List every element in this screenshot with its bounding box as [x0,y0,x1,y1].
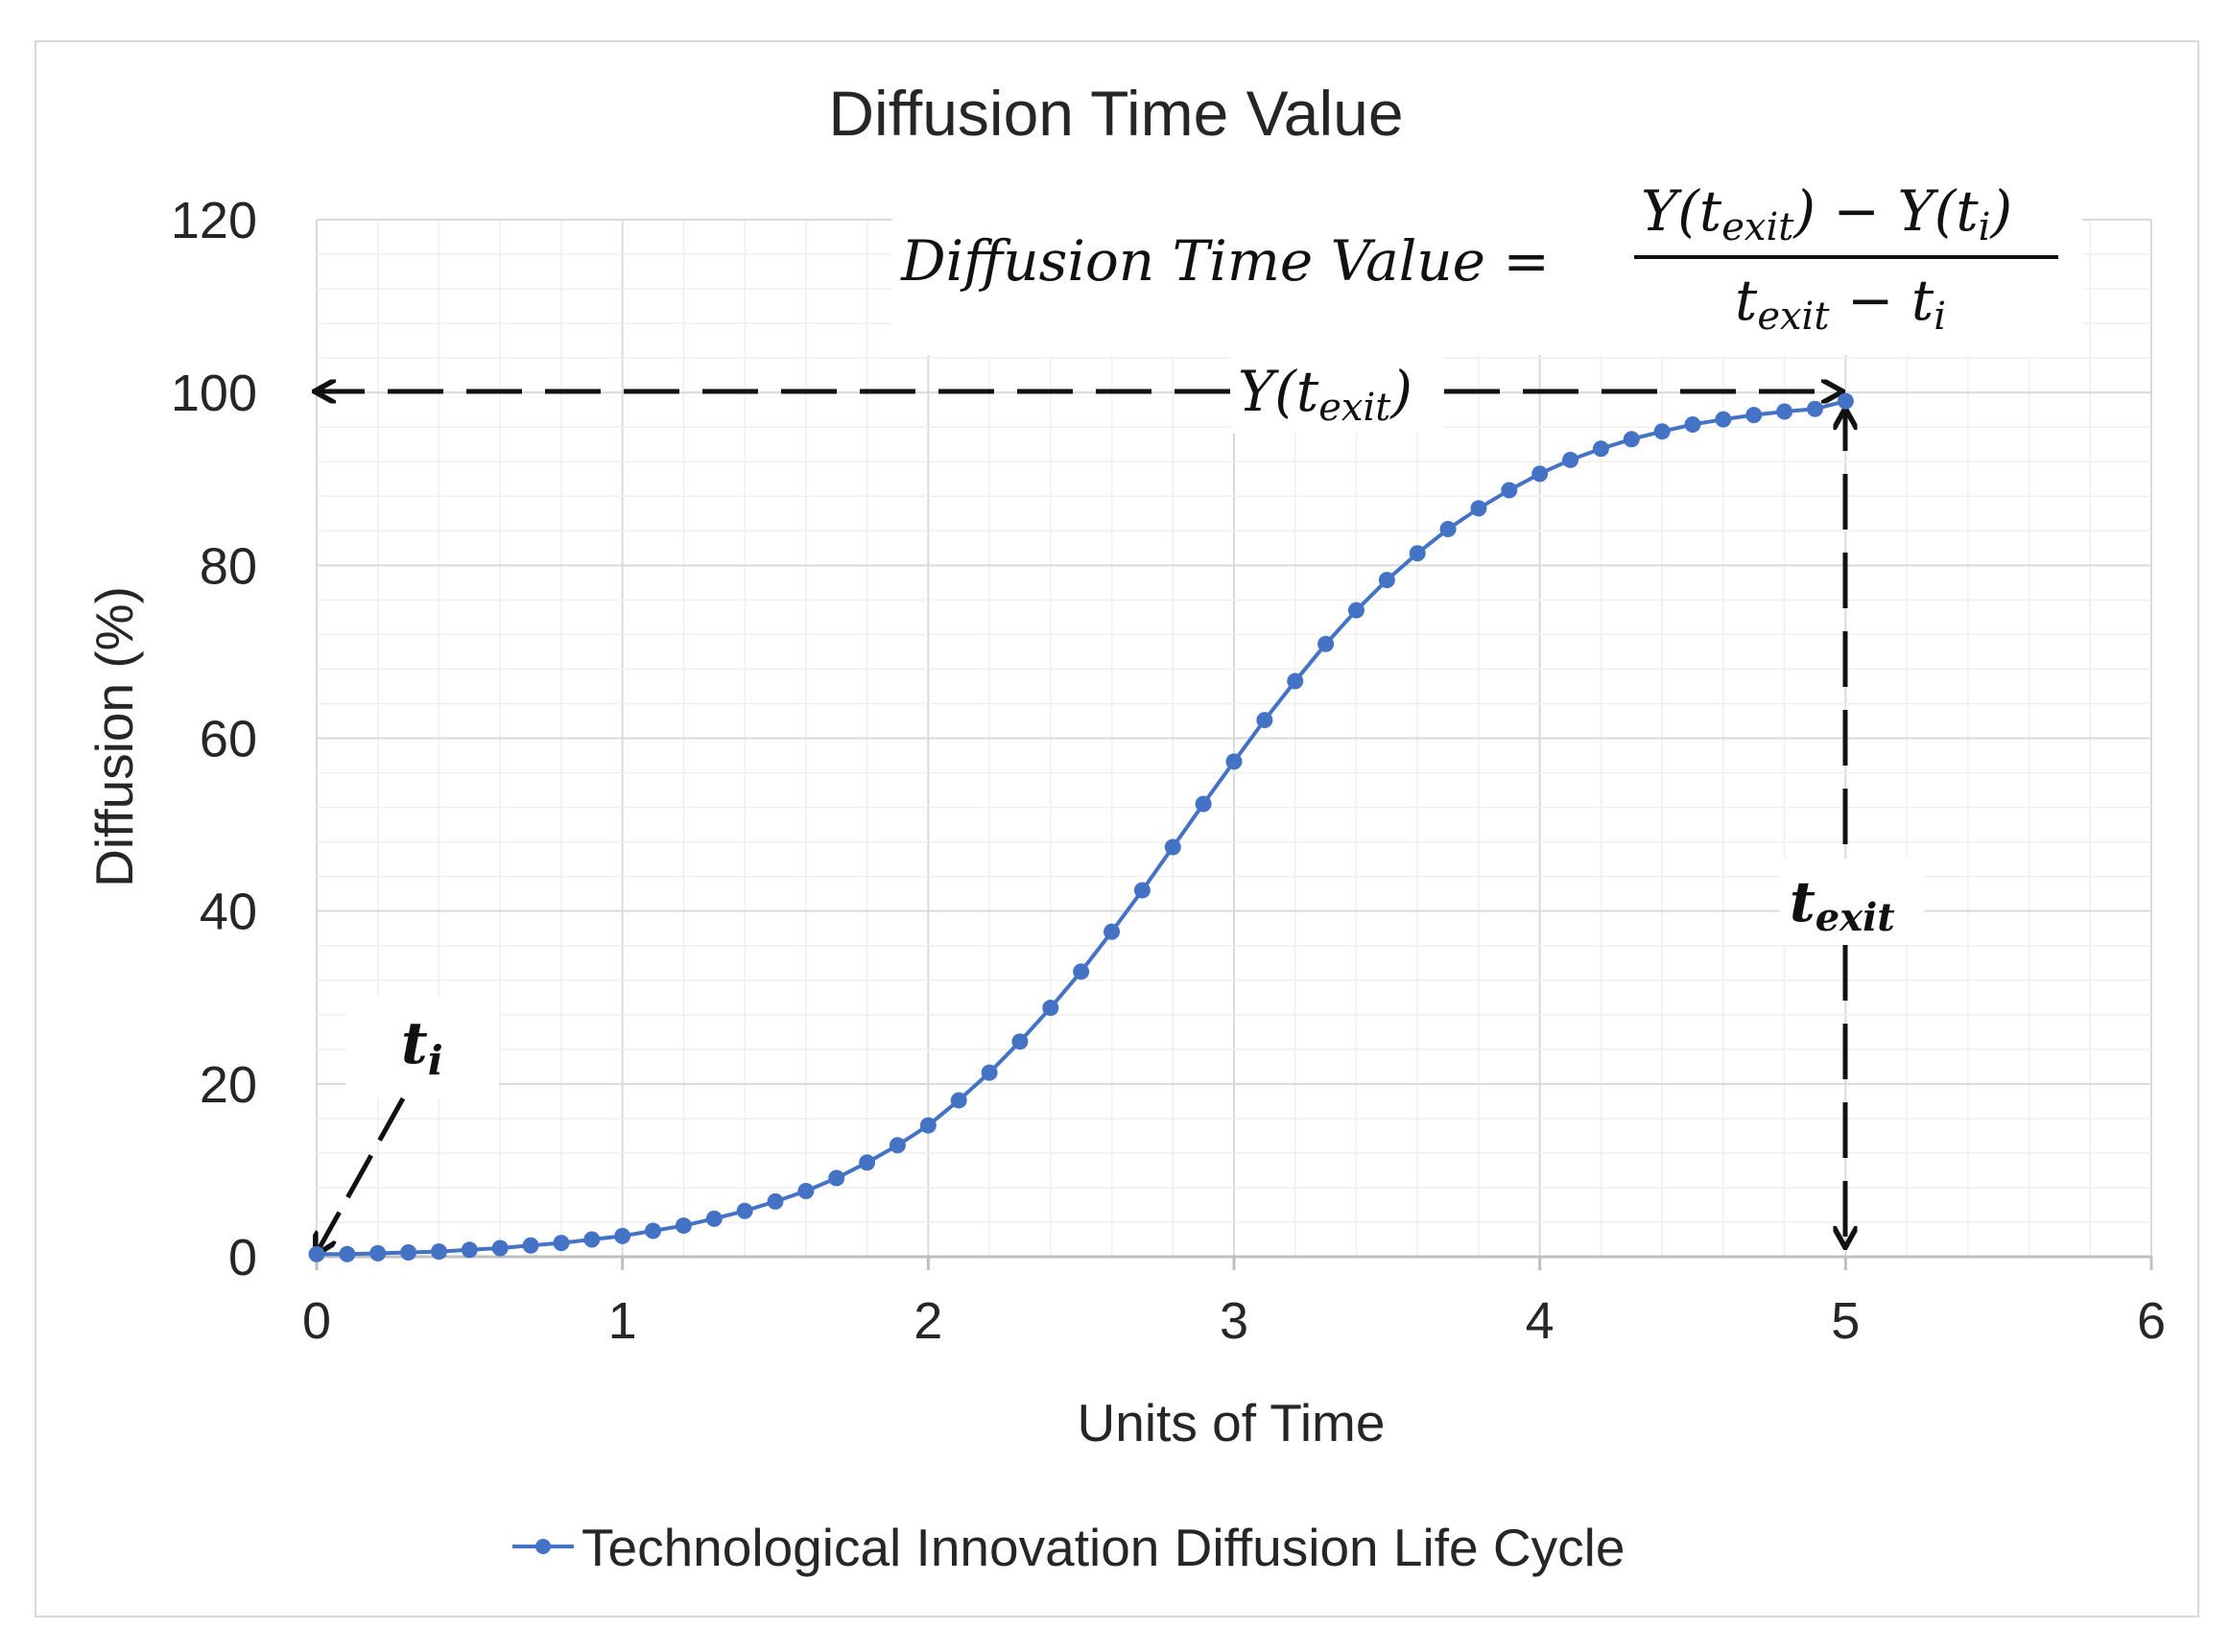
data-point [1104,923,1121,940]
data-point [859,1154,876,1171]
y-exit-label-bg [1230,351,1443,434]
data-point [614,1227,631,1244]
legend-dot-marker [535,1539,551,1554]
x-tick-label: 3 [1220,1292,1248,1350]
data-point [1042,1000,1059,1017]
data-point [1653,423,1671,440]
data-point [369,1244,387,1262]
x-tick-label: 4 [1526,1292,1555,1350]
y-tick-label: 60 [200,711,257,768]
data-point [461,1241,478,1259]
x-tick-label: 6 [2137,1292,2166,1350]
data-point [1745,407,1763,424]
data-point [1317,635,1335,652]
data-point [797,1183,815,1200]
series-technological-innovation [308,392,1854,1263]
data-point [1225,753,1243,770]
data-point [522,1237,539,1254]
data-point [1011,1033,1029,1050]
axes [315,1255,2153,1270]
data-point [981,1064,998,1081]
data-point [339,1245,356,1263]
data-point [400,1243,417,1261]
data-point [950,1092,967,1109]
data-point [736,1202,753,1219]
data-point [1562,451,1579,468]
y-tick-label: 120 [171,192,257,249]
data-point [1531,465,1549,483]
t-exit-label-bg [1780,859,1924,945]
series-line [317,399,1846,1257]
formula-numerator: Y(texit) − Y(ti) [1641,178,2012,249]
legend-label: Technological Innovation Diffusion Life … [581,1518,1625,1577]
data-point [1133,882,1151,899]
data-point [491,1239,509,1257]
data-point [1256,712,1273,729]
y-tick-label: 20 [200,1056,257,1114]
data-point [1287,673,1304,690]
y-tick-label: 0 [228,1229,257,1286]
data-point [1592,440,1609,458]
legend: Technological Innovation Diffusion Life … [512,1518,1625,1577]
data-point [675,1217,692,1235]
y-tick-label: 80 [200,537,257,595]
data-point [1684,415,1701,433]
data-point [767,1192,784,1210]
chart-title: Diffusion Time Value [828,78,1403,149]
t-i-arrow [317,1097,406,1253]
x-tick-label: 5 [1831,1292,1860,1350]
data-point [1806,400,1823,417]
data-point [1501,482,1518,499]
data-point [1409,545,1426,562]
data-point [1347,602,1365,619]
data-point [1439,520,1457,537]
data-point [1164,838,1181,856]
formula-lhs: Dif​fusion Time Value = [900,228,1550,294]
x-axis-label: Units of Time [1078,1393,1386,1452]
x-tick-label: 2 [914,1292,942,1350]
data-point [705,1210,723,1227]
data-point [430,1243,447,1261]
data-point [583,1231,601,1248]
data-point [645,1222,662,1239]
data-point [1470,500,1487,517]
data-point [1378,572,1395,589]
y-tick-label: 40 [200,884,257,941]
data-point [1195,795,1212,813]
data-point [1837,392,1854,410]
data-point [1073,963,1090,980]
y-axis-ticks: 0 20 40 60 80 100 120 [171,192,257,1286]
data-point [553,1235,570,1252]
data-point [308,1245,325,1263]
x-tick-label: 1 [608,1292,637,1350]
data-point [919,1117,937,1134]
data-point [1776,403,1793,420]
t-i-label-bg [345,998,499,1098]
y-axis-label: Diffusion (%) [84,586,144,887]
x-axis-ticks: 0 1 2 3 4 5 6 [302,1292,2166,1350]
x-tick-label: 0 [302,1292,331,1350]
data-point [889,1137,906,1154]
y-tick-label: 100 [171,365,257,422]
data-point [1623,431,1640,448]
data-point [828,1169,845,1187]
data-point [1715,411,1732,428]
